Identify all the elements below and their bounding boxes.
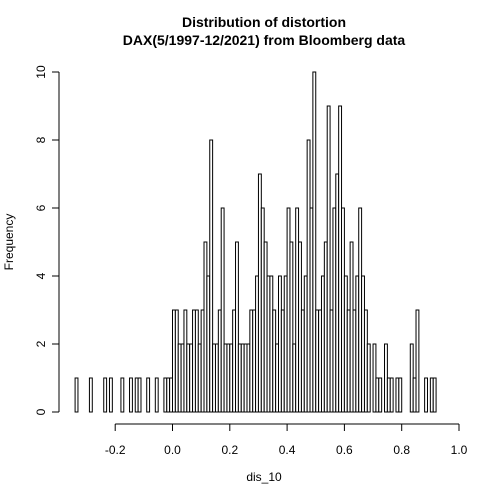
histogram-bar [120, 377, 125, 413]
y-tick-label: 8 [34, 136, 48, 143]
histogram-bar [389, 377, 394, 413]
y-axis: 0 2 4 6 8 10 [34, 65, 60, 415]
x-tick-label: 0.4 [279, 443, 296, 457]
y-tick-label: 2 [34, 340, 48, 347]
x-tick-label: -0.2 [105, 443, 126, 457]
histogram-bar [415, 309, 420, 413]
x-tick-label: 0.8 [393, 443, 410, 457]
histogram-bar [378, 377, 383, 413]
histogram-bar [289, 241, 294, 413]
y-axis-label: Frequency [2, 214, 16, 271]
histogram-bar [312, 71, 317, 413]
x-tick-label: 1.0 [451, 443, 468, 457]
x-tick-label: 0.2 [221, 443, 238, 457]
histogram-bar [326, 105, 331, 413]
y-tick-label: 4 [34, 272, 48, 279]
histogram-bar [209, 139, 214, 413]
histogram-bars [74, 71, 437, 413]
histogram-bar [366, 343, 371, 413]
chart-subtitle: DAX(5/1997-12/2021) from Bloomberg data [123, 32, 406, 48]
y-tick-label: 10 [34, 65, 48, 79]
histogram-bar [432, 377, 437, 413]
y-tick-label: 0 [34, 408, 48, 415]
x-tick-label: 0.0 [164, 443, 181, 457]
histogram-bar [424, 377, 428, 413]
chart-title: Distribution of distortion [182, 14, 346, 30]
histogram-bar [88, 377, 93, 413]
y-tick-label: 6 [34, 204, 48, 211]
x-axis-label: dis_10 [246, 470, 282, 484]
histogram-bar [74, 377, 79, 413]
histogram-bar [137, 377, 142, 413]
histogram-bar [154, 377, 159, 413]
x-axis: -0.2 0.0 0.2 0.4 0.6 0.8 1.0 [105, 423, 468, 457]
histogram-bar [129, 377, 133, 413]
histogram-bar [103, 377, 108, 413]
histogram-bar [235, 241, 239, 413]
histogram-bar [398, 377, 403, 413]
histogram-bar [146, 377, 151, 413]
histogram-bar [108, 377, 113, 413]
x-tick-label: 0.6 [336, 443, 353, 457]
histogram-bar [220, 207, 225, 413]
